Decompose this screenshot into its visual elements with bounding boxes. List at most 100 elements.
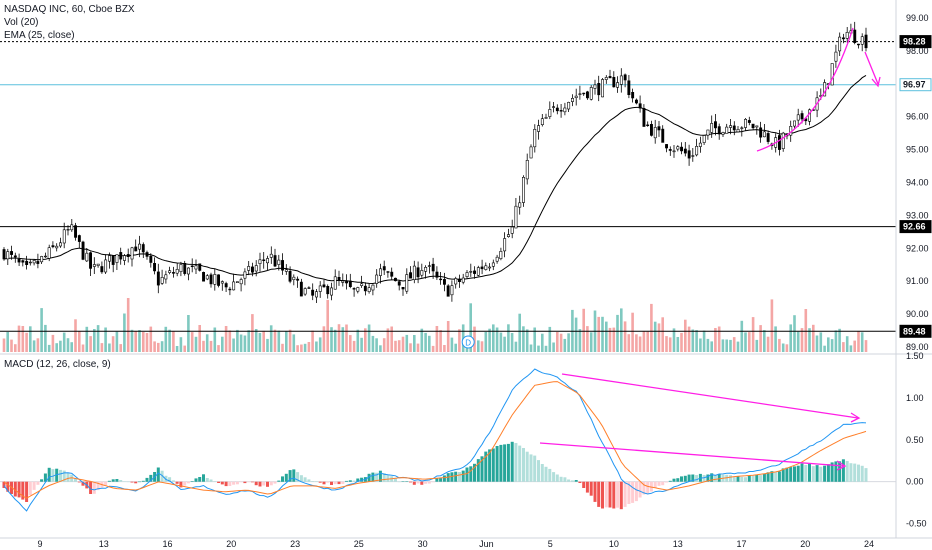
macd-hist-bar — [62, 470, 66, 482]
macd-hist-bar — [826, 464, 830, 482]
candle-body — [567, 102, 571, 110]
volume-bar — [642, 331, 646, 352]
volume-bar — [337, 324, 341, 352]
macd-hist-bar — [766, 472, 770, 482]
price-levels[interactable] — [0, 41, 896, 332]
macd-hist-bar — [371, 472, 375, 482]
candle-body — [687, 150, 691, 159]
volume-bar — [36, 338, 40, 352]
candle-body — [266, 258, 269, 264]
macd-hist-bar — [454, 471, 458, 482]
macd-hist-bar — [202, 474, 205, 482]
volume-bar — [717, 326, 721, 352]
volume-bar — [145, 333, 149, 352]
volume-bar — [842, 342, 845, 352]
volume-bar — [525, 329, 529, 352]
macd-annotations[interactable] — [539, 373, 861, 471]
candle-body — [333, 276, 337, 290]
price-level-tag-label: 98.28 — [903, 37, 926, 47]
candle-body — [108, 255, 111, 262]
macd-hist-bar — [28, 481, 32, 495]
candle-body — [382, 266, 386, 271]
volume-bar — [266, 338, 269, 352]
volume-bar — [800, 328, 804, 352]
volume-bar — [616, 314, 619, 352]
candle-body — [386, 271, 390, 273]
candle-body — [751, 123, 755, 129]
volume-bar — [307, 342, 311, 352]
price-level-tag-bg — [899, 220, 932, 234]
volume-bar — [47, 344, 51, 352]
volume-bar — [239, 334, 243, 352]
macd-hist-bar — [186, 481, 190, 484]
candle-body — [412, 265, 416, 281]
price-pane[interactable]: D — [0, 21, 896, 352]
macd-hist-bar — [770, 471, 774, 482]
macd-hist-bar — [36, 481, 40, 485]
time-axis[interactable]: 9 13 16 20 23 25 30 Jun 5 10 13 17 20 24 — [0, 537, 932, 549]
volume-bar — [541, 333, 544, 352]
macd-tick-label: -0.50 — [906, 519, 927, 529]
macd-hist-bar — [510, 441, 514, 482]
candle-body — [525, 160, 529, 180]
candle-body — [292, 276, 296, 281]
candle-body — [830, 63, 834, 86]
volume-bar — [179, 337, 183, 352]
candle-body — [495, 256, 499, 262]
volume-bar — [766, 336, 770, 352]
candle-body — [232, 281, 236, 291]
candle-body — [559, 110, 563, 112]
volume-bar — [138, 330, 141, 352]
candle-body — [529, 146, 533, 159]
candle-body — [653, 127, 657, 139]
price-annotations[interactable] — [756, 27, 881, 152]
volume-bar — [514, 341, 518, 352]
volume-bars: D — [2, 298, 868, 352]
macd-hist-bar — [318, 481, 322, 483]
candle-body — [21, 260, 25, 263]
candle-body — [555, 107, 559, 112]
volume-bar — [748, 332, 751, 352]
macd-pane[interactable] — [0, 368, 896, 512]
macd-hist-bar — [518, 445, 522, 482]
macd-hist-bar — [43, 473, 47, 482]
volume-bar — [605, 321, 608, 352]
macd-hist-bar — [668, 480, 672, 482]
candle-body — [243, 271, 247, 279]
volume-bar — [183, 345, 186, 352]
macd-hist-bar — [420, 481, 424, 485]
volume-bar — [123, 313, 126, 352]
macd-hist-bar — [232, 481, 236, 485]
candle-body — [518, 202, 522, 208]
candle-body — [228, 288, 232, 291]
volume-bar — [480, 341, 484, 352]
macd-hist-bar — [13, 481, 17, 497]
candle-body — [521, 177, 525, 203]
candle-body — [337, 276, 341, 281]
macd-hist-bar — [638, 481, 642, 498]
volume-bar — [597, 316, 600, 352]
volume-bar — [104, 327, 107, 352]
volume-bar — [288, 329, 292, 352]
candle-body — [126, 254, 130, 257]
macd-axis[interactable]: 1.50 1.00 0.50 0.00 -0.50 — [0, 351, 932, 529]
volume-bar — [819, 332, 823, 352]
volume-bar — [66, 338, 70, 352]
candle-body — [371, 284, 375, 291]
volume-bar — [864, 340, 868, 352]
volume-bar — [360, 337, 363, 352]
macd-hist-bar — [661, 481, 665, 486]
candle-body — [676, 146, 680, 150]
candle-body — [747, 120, 751, 123]
macd-hist-bar — [209, 479, 213, 482]
macd-hist-bar — [804, 465, 808, 482]
macd-hist-bar — [397, 481, 401, 483]
macd-hist-bar — [55, 468, 59, 482]
macd-hist-bar — [74, 478, 77, 482]
macd-hist-bar — [744, 477, 747, 482]
macd-hist-bar — [488, 449, 492, 482]
volume-bar — [333, 329, 337, 352]
time-tick-label: 23 — [290, 539, 300, 549]
price-axis[interactable]: 99.0098.0097.0096.0095.0094.0093.0092.00… — [895, 0, 932, 538]
